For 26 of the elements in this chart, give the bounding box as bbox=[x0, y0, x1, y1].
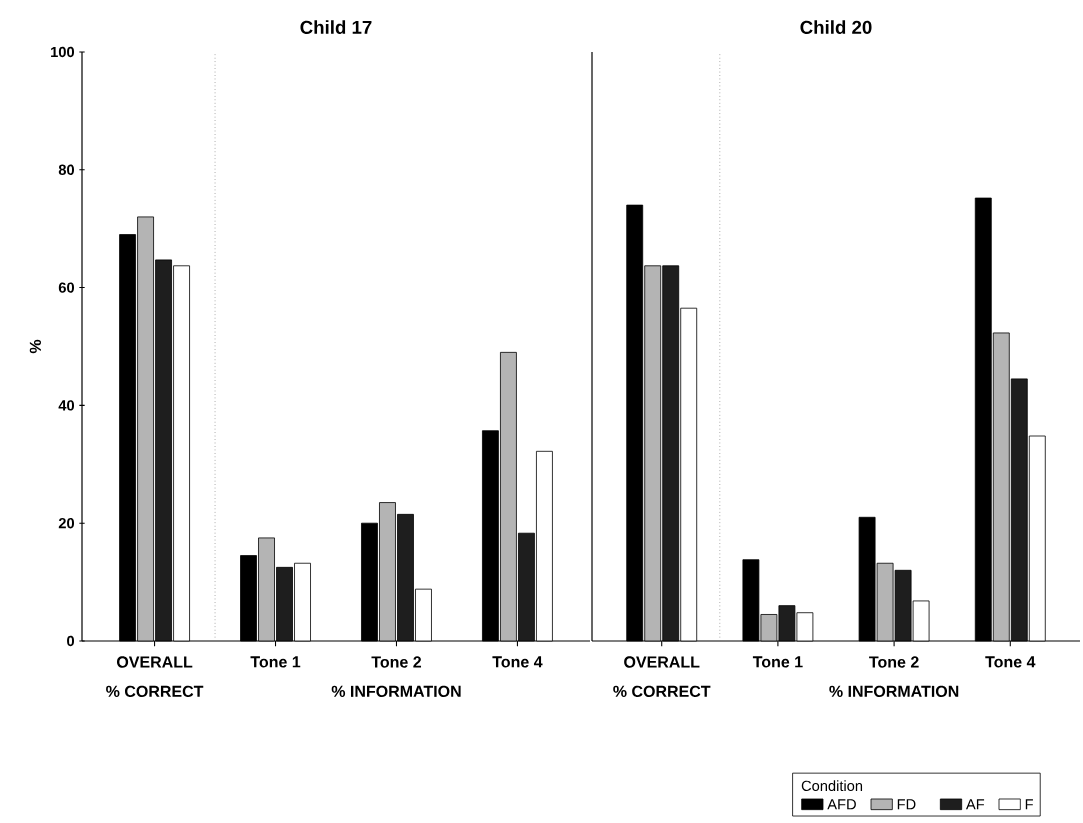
text: % INFORMATION bbox=[829, 685, 959, 698]
x-tick-label: OVERALL bbox=[117, 656, 193, 668]
y-tick-label: 100 bbox=[51, 46, 75, 58]
legend-label: AF bbox=[965, 799, 985, 810]
chart-title: Child 20 bbox=[800, 20, 872, 34]
x-tick-label: Tone 1 bbox=[752, 656, 803, 668]
y-tick-label: 40 bbox=[58, 400, 75, 411]
legend-label: FD bbox=[897, 799, 916, 810]
text: % CORRECT bbox=[613, 685, 711, 698]
y-tick-label: 20 bbox=[58, 518, 75, 529]
text: % INFORMATION bbox=[331, 685, 461, 698]
legend-label: AFD bbox=[827, 799, 856, 810]
x-tick-label: Tone 4 bbox=[985, 656, 1036, 668]
text: % CORRECT bbox=[106, 685, 204, 698]
chart-title: Child 17 bbox=[300, 20, 372, 34]
x-tick-label: Tone 1 bbox=[250, 656, 301, 668]
y-tick-label: 80 bbox=[58, 164, 75, 175]
x-tick-label: Tone 4 bbox=[492, 656, 543, 668]
x-tick-label: Tone 2 bbox=[371, 656, 422, 668]
y-axis-title: % bbox=[29, 339, 41, 354]
y-tick-label: 60 bbox=[58, 282, 75, 293]
y-tick-label: 0 bbox=[67, 635, 75, 647]
legend-label: F bbox=[1025, 799, 1033, 810]
x-tick-label: OVERALL bbox=[624, 656, 700, 668]
x-tick-label: Tone 2 bbox=[869, 656, 919, 668]
legend-title: Condition bbox=[801, 780, 863, 792]
